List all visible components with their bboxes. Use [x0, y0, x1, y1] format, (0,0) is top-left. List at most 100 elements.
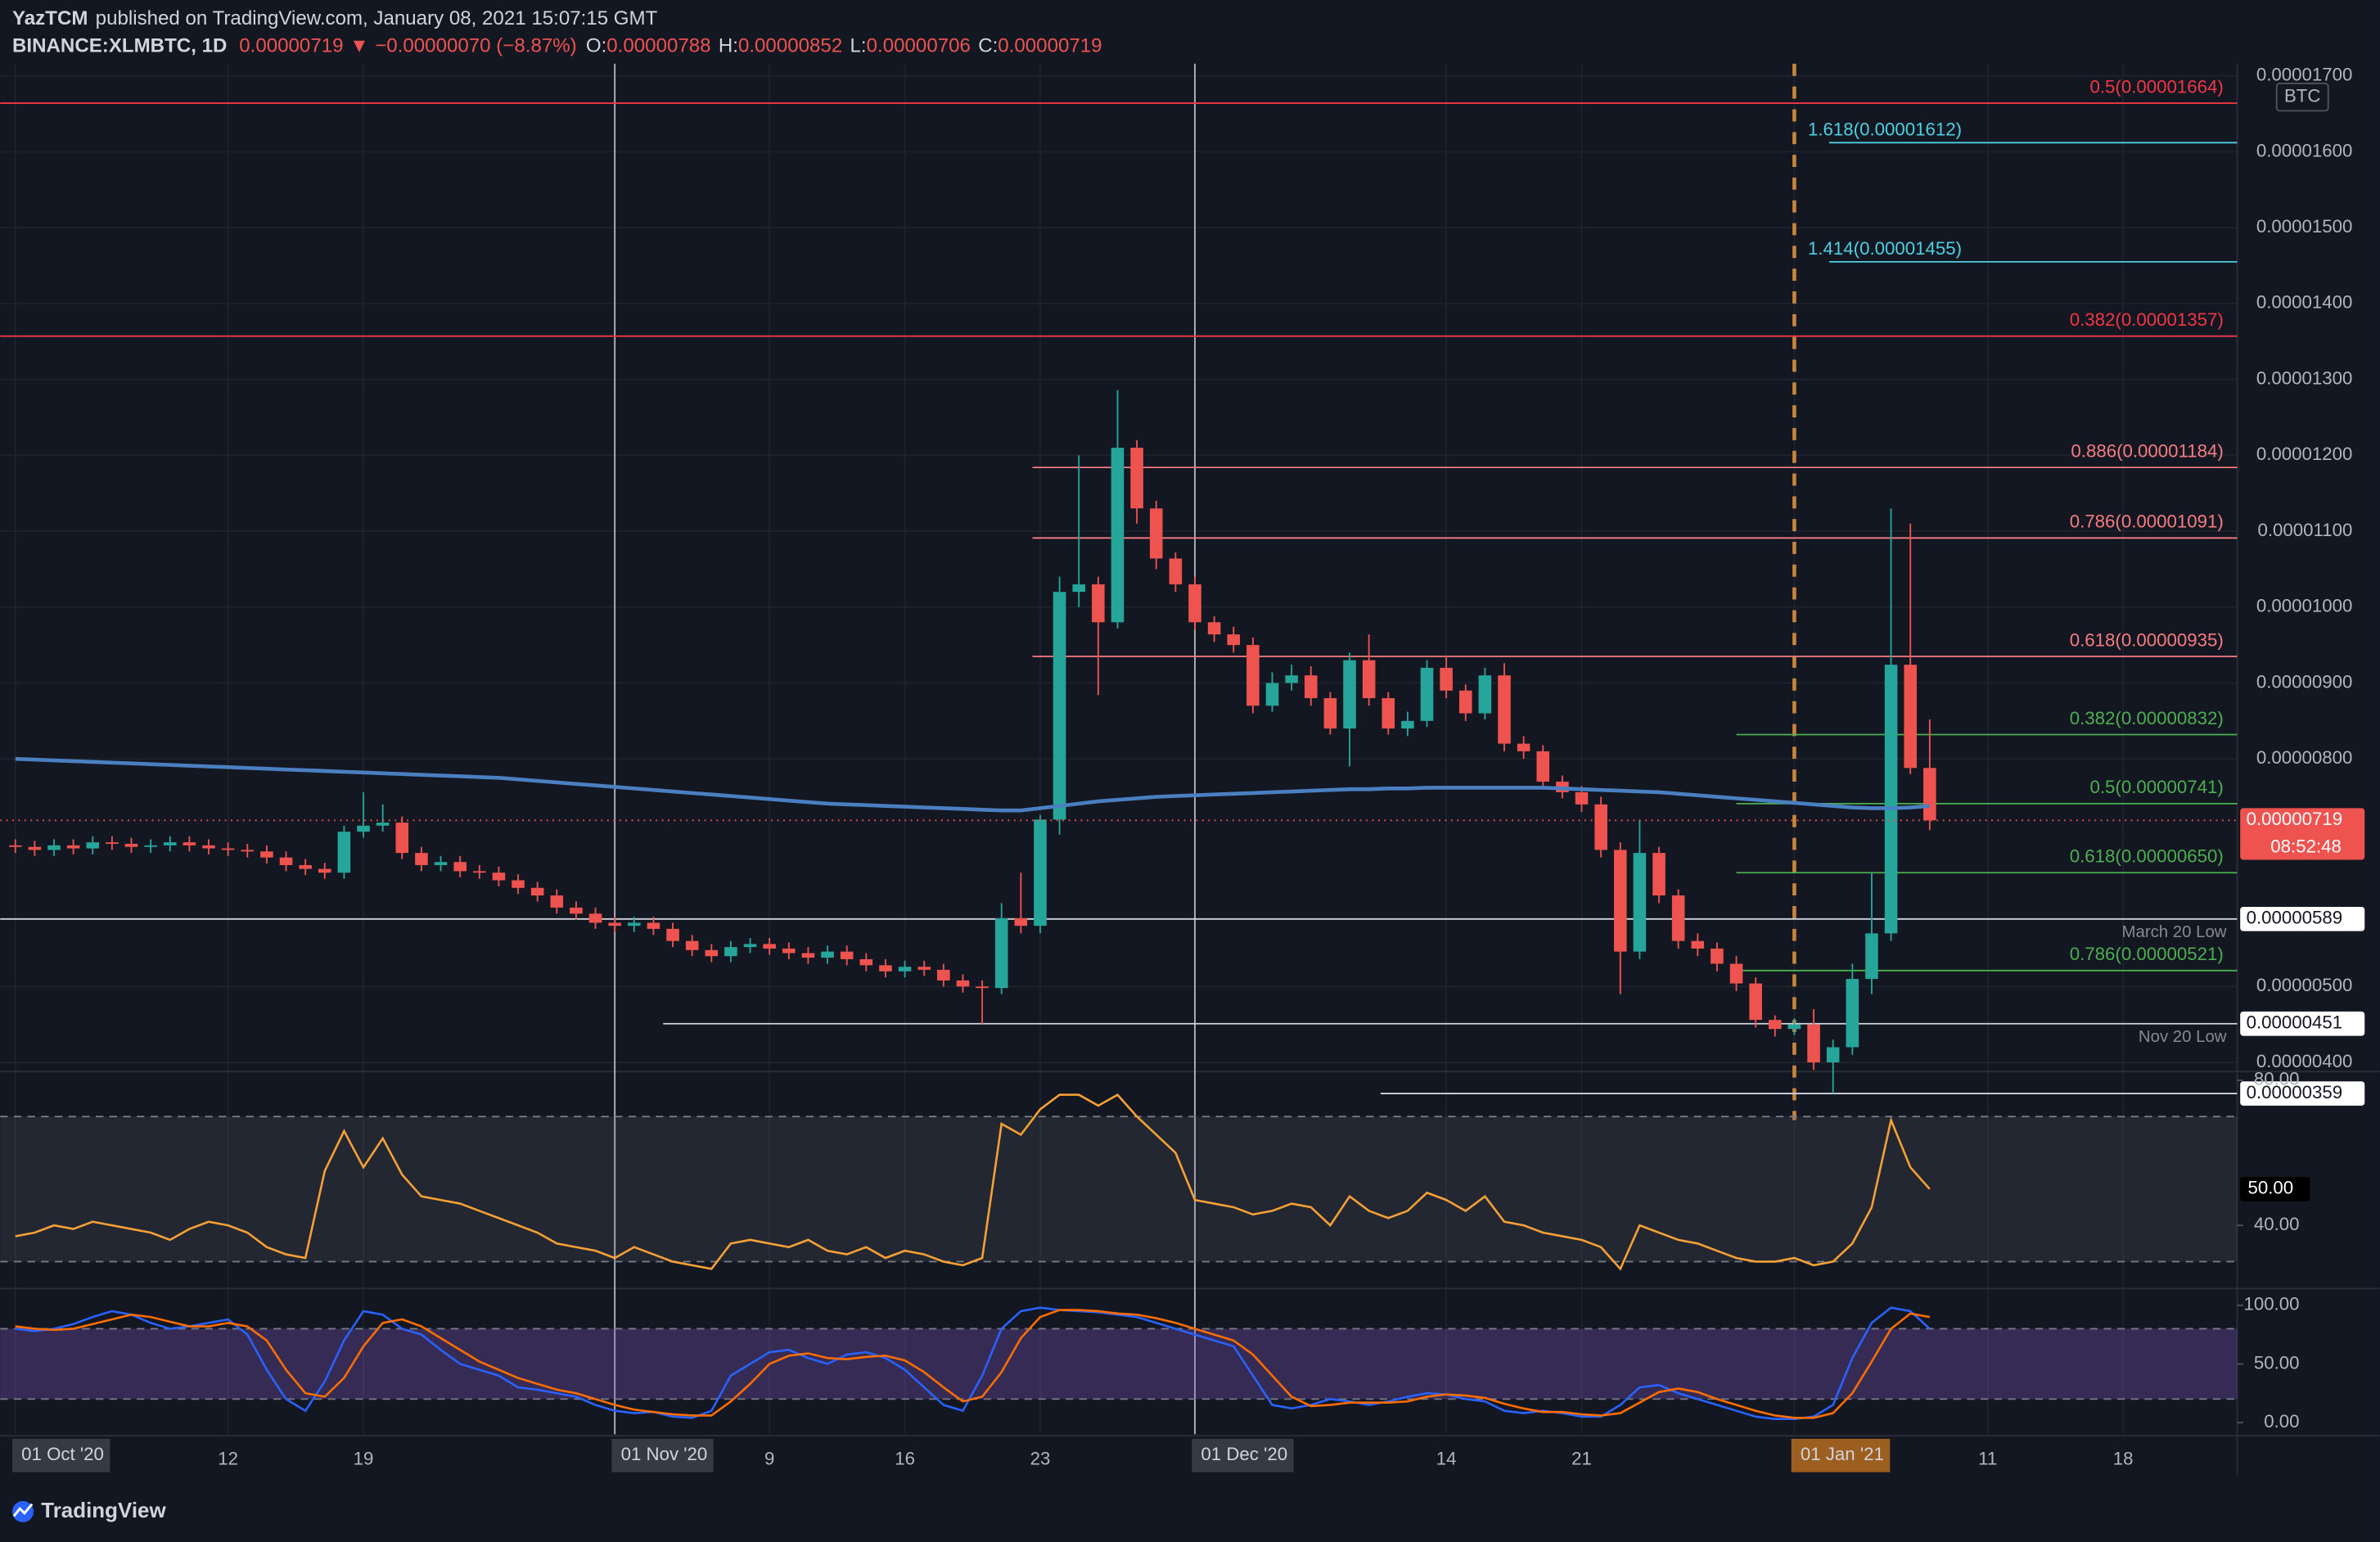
candle-body — [376, 823, 390, 826]
last: 0.00000719 — [239, 35, 343, 57]
candle-body — [1265, 683, 1279, 706]
candle-body — [1769, 1020, 1782, 1030]
candle-body — [801, 953, 815, 958]
candle-body — [956, 980, 970, 987]
x-tick-label: 12 — [218, 1449, 238, 1469]
ohlc-value: 0.00000706 — [867, 35, 971, 57]
y-tick-label: 0.00001300 — [2256, 367, 2353, 388]
candle-body — [1594, 804, 1607, 850]
arrow: ▼ — [349, 35, 369, 57]
candle-body — [144, 845, 157, 847]
ohlc-value: 0.00000852 — [738, 35, 842, 57]
candle-body — [1458, 690, 1472, 714]
candle-body — [1034, 819, 1047, 927]
candle-body — [1401, 720, 1414, 729]
candle-body — [763, 944, 776, 949]
level-label: 0.5(0.00001664) — [2089, 76, 2223, 97]
candle-body — [453, 862, 467, 872]
y-tick-label: 0.00 — [2264, 1411, 2299, 1432]
candle-body — [124, 844, 138, 847]
candle-body — [1729, 963, 1743, 984]
x-tick-label: 19 — [354, 1449, 374, 1469]
x-tick-box — [1791, 1438, 1891, 1472]
candle-body — [1575, 791, 1589, 805]
candle-body — [318, 868, 331, 873]
candle-body — [666, 928, 679, 941]
candle-body — [628, 922, 641, 927]
candle-body — [279, 857, 293, 865]
level-label: 0.786(0.00001091) — [2070, 512, 2224, 532]
y-tick-label: 0.00000500 — [2256, 975, 2353, 995]
current-label: 50.00 — [2247, 1178, 2293, 1198]
candle-body — [1440, 667, 1453, 691]
y-tick-label: 80.00 — [2254, 1069, 2300, 1089]
candle-body — [1478, 675, 1492, 714]
candle-body — [1343, 660, 1356, 729]
candle-body — [976, 986, 989, 989]
candle-body — [1014, 918, 1028, 927]
candle-body — [1420, 667, 1434, 721]
indicator-line — [15, 1306, 1931, 1421]
candle-body — [415, 853, 428, 865]
moving-average — [15, 756, 1931, 813]
candle-body — [1614, 850, 1627, 952]
x-tick-box — [1192, 1438, 1294, 1472]
publish-line: YazTCM published on TradingView.com, Janu… — [12, 7, 658, 29]
candle-body — [1285, 675, 1298, 683]
candle-body — [1652, 853, 1666, 896]
candle-body — [724, 947, 737, 957]
candle-body — [821, 951, 834, 958]
price-tag — [2240, 1011, 2365, 1036]
x-tick-label: 23 — [1030, 1449, 1051, 1469]
x-tick-label: 11 — [1978, 1449, 1997, 1469]
level-label: 0.382(0.00000832) — [2070, 708, 2224, 728]
x-tick-label: 18 — [2113, 1449, 2134, 1469]
candle-body — [685, 940, 699, 950]
candle-body — [1498, 675, 1511, 744]
x-tick-label: 16 — [895, 1449, 915, 1469]
band — [0, 1328, 2238, 1400]
candle-body — [1130, 448, 1143, 509]
candle-body — [28, 846, 42, 850]
candle-body — [299, 864, 312, 869]
candle-body — [86, 842, 100, 849]
candle-body — [1904, 665, 1917, 769]
candle-body — [608, 922, 621, 927]
logo-glyph — [12, 1503, 34, 1517]
countdown: 08:52:48 — [2270, 836, 2342, 857]
level-note: March 20 Low — [2122, 923, 2227, 941]
symbol-line: BINANCE:XLMBTC, 1D 0.00000719 ▼ −0.00000070… — [12, 35, 1102, 57]
candle-body — [8, 845, 22, 847]
candle-body — [859, 958, 873, 966]
ohlc-key: H: — [719, 35, 738, 57]
candle-body — [1111, 448, 1125, 623]
y-tick-label: 0.00001700 — [2256, 65, 2353, 85]
candle-body — [550, 895, 564, 908]
candle-body — [705, 949, 719, 957]
candle-body — [1691, 940, 1705, 949]
candle-body — [994, 918, 1008, 989]
ohlc-value: 0.00000719 — [998, 35, 1102, 57]
candle-body — [1169, 558, 1183, 584]
candle-body — [743, 944, 757, 948]
candle-body — [512, 880, 525, 888]
y-tick-label: 0.00001400 — [2256, 292, 2353, 313]
candle-body — [1671, 895, 1685, 941]
y-tick-label: 40.00 — [2254, 1214, 2300, 1234]
candle-body — [183, 842, 196, 845]
y-tick-label: 0.00001000 — [2256, 596, 2353, 616]
candle-body — [1807, 1024, 1820, 1063]
level-label: 0.382(0.00001357) — [2070, 309, 2224, 330]
x-tick-box — [12, 1438, 110, 1472]
candle-body — [260, 851, 273, 858]
price-tag — [2240, 906, 2365, 931]
candle-body — [1362, 660, 1376, 698]
candle-body — [473, 871, 486, 873]
ohlc-key: O: — [586, 35, 606, 57]
level-label: 1.618(0.00001612) — [1808, 119, 1962, 139]
x-tick-label: 01 Jan '21 — [1801, 1444, 1884, 1464]
candle-body — [1149, 508, 1163, 559]
candle-body — [1865, 933, 1878, 980]
unit-box — [2275, 83, 2329, 112]
